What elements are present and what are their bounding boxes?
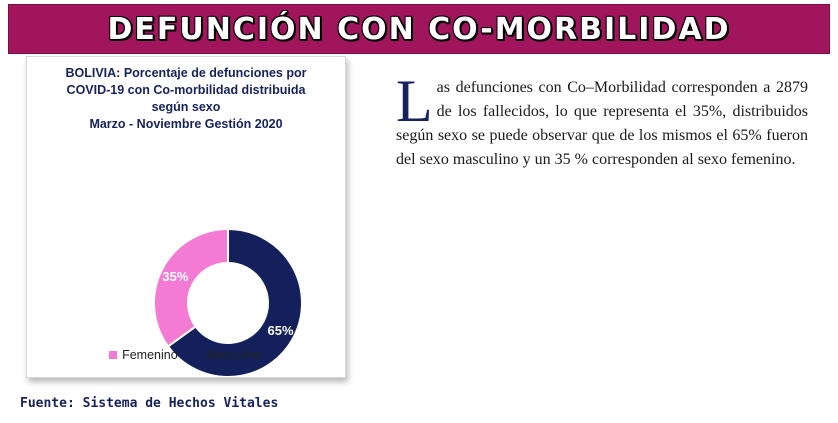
legend-swatch-masculino — [193, 351, 202, 359]
chart-legend: Femenino Masculino — [27, 348, 345, 362]
chart-card: BOLIVIA: Porcentaje de defunciones por C… — [26, 56, 346, 378]
chart-title-line-2: COVID-19 con Co-morbilidad distribuida — [66, 83, 306, 97]
page-title: DEFUNCIÓN CON CO-MORBILIDAD — [107, 11, 731, 47]
legend-label-femenino: Femenino — [122, 348, 178, 362]
drop-cap: L — [396, 68, 433, 134]
data-label-femenino: 35% — [162, 269, 188, 284]
legend-swatch-femenino — [109, 351, 118, 359]
legend-item-masculino: Masculino — [193, 348, 263, 362]
chart-title-line-3: según sexo — [151, 100, 221, 114]
chart-title-line-1: BOLIVIA: Porcentaje de defunciones por — [65, 66, 307, 80]
chart-title-line-4: Marzo - Noviembre Gestión 2020 — [89, 117, 283, 131]
chart-title: BOLIVIA: Porcentaje de defunciones por C… — [27, 65, 345, 133]
header-banner: DEFUNCIÓN CON CO-MORBILIDAD — [8, 4, 830, 54]
paragraph-text: as defunciones con Co–Morbilidad corresp… — [396, 79, 808, 168]
slice-masculino — [166, 227, 303, 377]
legend-label-masculino: Masculino — [206, 348, 263, 362]
slice-femenino — [153, 227, 229, 348]
donut-chart: 35% 65% — [153, 227, 303, 377]
data-label-masculino: 65% — [268, 323, 294, 338]
source-note: Fuente: Sistema de Hechos Vitales — [20, 396, 279, 411]
legend-item-femenino: Femenino — [109, 348, 178, 362]
